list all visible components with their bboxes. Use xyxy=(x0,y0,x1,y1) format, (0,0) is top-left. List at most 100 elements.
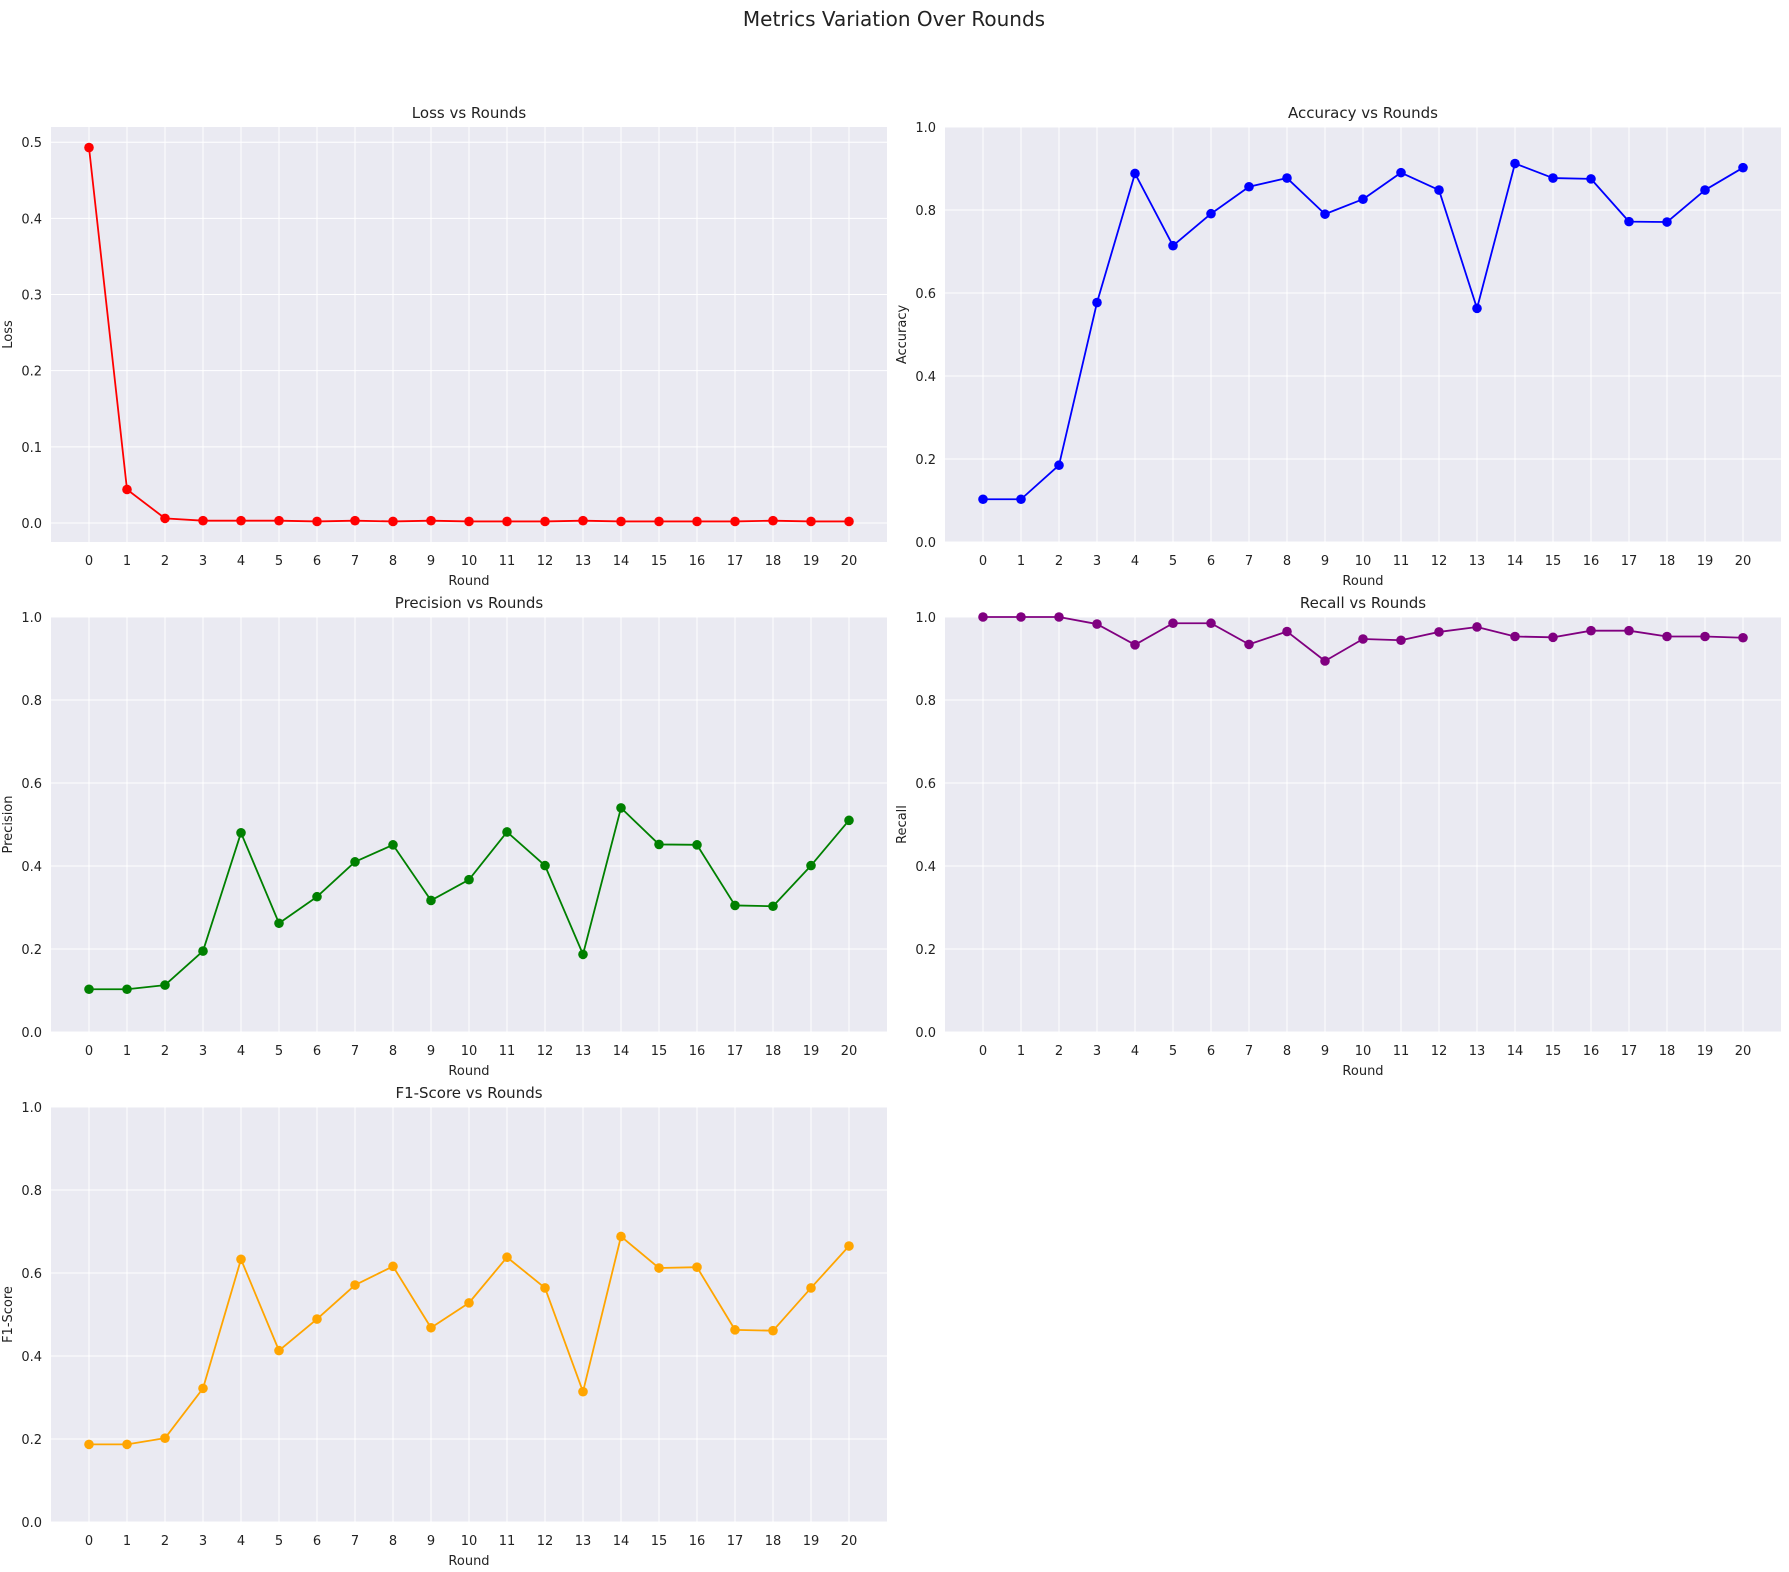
data-point xyxy=(1738,162,1748,173)
x-tick-label: 17 xyxy=(1621,1044,1638,1059)
x-tick-label: 8 xyxy=(389,1534,397,1549)
data-point xyxy=(1092,619,1102,629)
data-point xyxy=(1016,494,1026,505)
x-tick-label: 18 xyxy=(765,1044,782,1059)
data-point xyxy=(122,484,132,495)
data-point xyxy=(540,1283,550,1293)
data-point xyxy=(692,840,702,850)
data-point xyxy=(1396,167,1406,178)
data-point xyxy=(1244,181,1254,192)
y-tick-label: 0.0 xyxy=(915,1026,936,1041)
data-point xyxy=(578,1386,588,1397)
data-point xyxy=(1244,639,1254,650)
data-point xyxy=(654,1263,664,1273)
x-tick-label: 15 xyxy=(651,554,668,569)
data-point xyxy=(654,516,664,527)
x-tick-label: 5 xyxy=(275,554,283,569)
x-tick-label: 18 xyxy=(1659,554,1676,569)
data-point xyxy=(1282,626,1292,637)
data-point xyxy=(84,142,94,153)
x-tick-label: 9 xyxy=(1321,1044,1329,1059)
x-tick-label: 2 xyxy=(1055,1044,1063,1059)
x-tick-label: 14 xyxy=(1507,1044,1524,1059)
x-tick-label: 19 xyxy=(803,554,820,569)
data-point xyxy=(1206,208,1216,219)
x-tick-label: 10 xyxy=(1355,554,1372,569)
data-point xyxy=(1054,612,1064,622)
y-tick-label: 0.6 xyxy=(21,777,42,792)
y-tick-label: 0.0 xyxy=(915,536,936,551)
data-point xyxy=(160,513,170,524)
data-point xyxy=(730,900,740,911)
data-point xyxy=(1662,217,1672,227)
chart-title: Loss vs Rounds xyxy=(412,104,527,122)
data-point xyxy=(1358,194,1368,205)
x-tick-label: 10 xyxy=(461,1044,478,1059)
x-tick-label: 7 xyxy=(351,1534,359,1549)
x-tick-label: 3 xyxy=(199,554,207,569)
data-point xyxy=(730,516,740,527)
data-point xyxy=(1624,216,1634,227)
x-tick-label: 12 xyxy=(1431,1044,1448,1059)
y-tick-label: 0.4 xyxy=(915,860,936,875)
data-point xyxy=(540,860,550,871)
chart-title: Precision vs Rounds xyxy=(395,594,544,612)
x-tick-label: 17 xyxy=(727,1044,744,1059)
x-tick-label: 16 xyxy=(689,554,706,569)
x-tick-label: 9 xyxy=(1321,554,1329,569)
x-tick-label: 9 xyxy=(427,554,435,569)
data-point xyxy=(578,515,588,526)
x-tick-label: 0 xyxy=(85,1044,93,1059)
x-tick-label: 11 xyxy=(1393,554,1410,569)
y-tick-label: 0.3 xyxy=(21,289,42,304)
data-point xyxy=(464,1298,474,1308)
data-point xyxy=(502,1252,512,1263)
data-point xyxy=(768,1325,778,1336)
x-tick-label: 1 xyxy=(123,1044,131,1059)
data-point xyxy=(274,1345,284,1356)
data-point xyxy=(426,895,436,906)
x-tick-label: 0 xyxy=(979,554,987,569)
data-point xyxy=(502,827,512,837)
data-point xyxy=(122,984,132,995)
data-point xyxy=(1130,168,1140,179)
y-tick-label: 0.2 xyxy=(915,943,936,958)
x-tick-label: 20 xyxy=(841,1534,858,1549)
x-tick-label: 12 xyxy=(1431,554,1448,569)
x-tick-label: 13 xyxy=(1469,1044,1486,1059)
y-tick-label: 0.8 xyxy=(21,694,42,709)
x-tick-label: 0 xyxy=(85,554,93,569)
y-tick-label: 0.0 xyxy=(21,1026,42,1041)
x-tick-label: 20 xyxy=(841,1044,858,1059)
data-point xyxy=(1168,618,1178,629)
y-tick-label: 0.1 xyxy=(21,441,42,456)
data-point xyxy=(844,1241,854,1251)
x-tick-label: 1 xyxy=(1017,1044,1025,1059)
data-point xyxy=(1206,618,1216,629)
x-axis-label: Round xyxy=(448,1554,489,1569)
data-point xyxy=(768,901,778,912)
x-tick-label: 17 xyxy=(727,554,744,569)
x-tick-label: 6 xyxy=(313,1534,321,1549)
x-tick-label: 15 xyxy=(1545,1044,1562,1059)
data-point xyxy=(122,1439,132,1450)
data-point xyxy=(844,815,854,826)
y-tick-label: 0.0 xyxy=(21,1516,42,1531)
data-point xyxy=(502,516,512,527)
data-point xyxy=(730,1325,740,1335)
data-point xyxy=(692,1262,702,1272)
x-tick-label: 13 xyxy=(1469,554,1486,569)
data-point xyxy=(198,515,208,526)
data-point xyxy=(464,516,474,527)
data-point xyxy=(1320,656,1330,666)
data-point xyxy=(1700,185,1710,195)
data-point xyxy=(198,1383,208,1394)
x-tick-label: 8 xyxy=(1283,554,1291,569)
chart-title: F1-Score vs Rounds xyxy=(395,1084,542,1102)
data-point xyxy=(1510,158,1520,169)
data-point xyxy=(388,840,398,850)
x-tick-label: 6 xyxy=(313,554,321,569)
data-point xyxy=(806,516,816,527)
y-tick-label: 0.4 xyxy=(21,212,42,227)
